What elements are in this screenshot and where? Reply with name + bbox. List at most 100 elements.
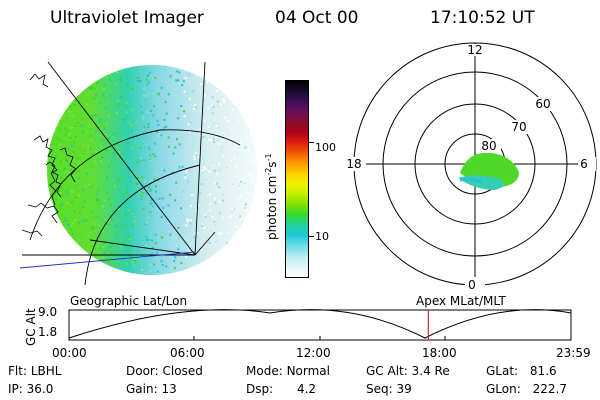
aurora-pixel <box>252 239 255 242</box>
aurora-pixel <box>107 261 110 264</box>
aurora-pixel <box>78 194 80 197</box>
aurora-pixel <box>203 178 206 181</box>
info-door-label: Door: <box>126 364 159 378</box>
aurora-pixel <box>207 150 210 153</box>
timeline-ytick-top: 9.0 <box>38 305 58 319</box>
aurora-pixel <box>50 163 53 166</box>
aurora-pixel <box>44 239 46 241</box>
aurora-pixel <box>119 77 122 80</box>
aurora-pixel <box>48 203 50 206</box>
aurora-pixel <box>233 208 236 211</box>
aurora-pixel <box>141 197 144 200</box>
aurora-pixel <box>204 207 207 210</box>
aurora-pixel <box>152 77 155 80</box>
aurora-pixel <box>80 124 83 127</box>
aurora-pixel <box>214 224 217 227</box>
aurora-pixel <box>117 104 119 107</box>
aurora-pixel <box>109 94 112 97</box>
aurora-pixel <box>249 60 251 62</box>
aurora-pixel <box>66 234 69 237</box>
aurora-pixel <box>211 215 214 218</box>
aurora-pixel <box>177 226 180 229</box>
aurora-pixel <box>44 234 46 236</box>
aurora-pixel <box>154 172 157 175</box>
aurora-pixel <box>210 139 212 142</box>
aurora-pixel <box>143 273 145 275</box>
date-label: 04 Oct 00 <box>275 8 359 28</box>
aurora-pixel <box>164 65 167 67</box>
info-glat-label: GLat: <box>486 364 519 378</box>
aurora-pixel <box>70 169 73 171</box>
aurora-pixel <box>152 63 154 65</box>
aurora-pixel <box>226 166 228 169</box>
aurora-pixel <box>41 154 43 156</box>
aurora-pixel <box>42 195 44 197</box>
aurora-pixel <box>222 194 225 196</box>
aurora-pixel <box>130 108 133 111</box>
mlt-label-0: 0 <box>468 278 476 292</box>
aurora-pixel <box>60 160 63 163</box>
aurora-pixel <box>217 104 220 107</box>
aurora-pixel <box>151 207 154 210</box>
aurora-pixel <box>193 155 196 158</box>
aurora-pixel <box>189 222 192 225</box>
aurora-pixel <box>156 119 159 122</box>
aurora-pixel <box>93 271 96 274</box>
aurora-pixel <box>238 83 240 86</box>
aurora-pixel <box>177 248 180 251</box>
aurora-pixel <box>74 219 76 222</box>
aurora-pixel <box>55 90 58 93</box>
aurora-pixel <box>71 145 74 147</box>
aurora-pixel <box>71 201 74 203</box>
aurora-pixel <box>187 272 190 275</box>
aurora-pixel <box>105 106 107 109</box>
aurora-pixel <box>117 177 119 180</box>
aurora-pixel <box>176 252 179 255</box>
aurora-pixel <box>97 258 100 260</box>
aurora-pixel <box>108 114 110 117</box>
aurora-pixel <box>194 186 197 188</box>
aurora-pixel <box>87 234 90 237</box>
aurora-pixel <box>181 165 184 168</box>
aurora-pixel <box>135 183 138 185</box>
aurora-pixel <box>139 283 141 285</box>
aurora-pixel <box>190 99 192 102</box>
aurora-pixel <box>169 233 172 236</box>
aurora-pixel <box>146 74 149 77</box>
aurora-pixel <box>103 65 106 66</box>
aurora-pixel <box>63 88 66 90</box>
aurora-pixel <box>112 66 115 69</box>
aurora-pixel <box>207 126 210 129</box>
aurora-pixel <box>152 114 155 117</box>
aurora-pixel <box>208 65 210 68</box>
aurora-pixel <box>47 204 49 207</box>
aurora-pixel <box>223 70 226 73</box>
aurora-pixel <box>259 251 261 253</box>
aurora-pixel <box>186 218 189 221</box>
aurora-pixel <box>81 154 84 157</box>
aurora-pixel <box>213 220 216 223</box>
aurora-pixel <box>193 236 196 238</box>
aurora-pixel <box>102 93 105 96</box>
aurora-pixel <box>160 236 163 239</box>
aurora-pixel <box>258 219 260 221</box>
aurora-pixel <box>169 137 172 140</box>
timeline-xtick-0000: 00:00 <box>52 346 87 360</box>
aurora-pixel <box>40 131 42 133</box>
aurora-pixel <box>73 61 75 63</box>
aurora-pixel <box>136 77 139 79</box>
aurora-pixel <box>175 79 178 82</box>
aurora-pixel <box>189 130 191 133</box>
aurora-pixel <box>60 191 62 194</box>
aurora-pixel <box>257 128 259 130</box>
aurora-pixel <box>40 170 42 172</box>
aurora-pixel <box>151 205 154 208</box>
aurora-pixel <box>89 265 92 268</box>
aurora-pixel <box>116 233 119 236</box>
aurora-pixel <box>253 268 255 271</box>
altitude-timeline <box>68 309 572 341</box>
aurora-pixel <box>66 129 69 132</box>
aurora-pixel <box>47 136 49 139</box>
aurora-pixel <box>209 209 212 212</box>
aurora-pixel <box>95 82 98 85</box>
